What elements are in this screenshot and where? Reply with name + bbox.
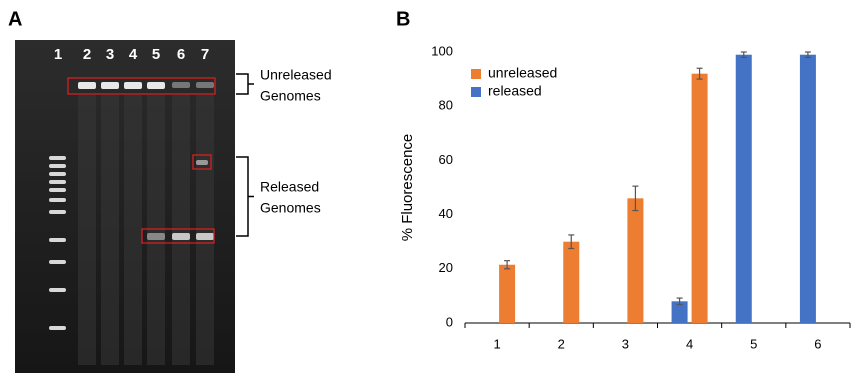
- band: [172, 233, 190, 240]
- y-tick-label: 20: [439, 260, 453, 275]
- legend-swatch: [471, 69, 481, 79]
- annotation: Genomes: [260, 200, 321, 216]
- bar: [736, 55, 752, 323]
- x-tick-label: 6: [814, 336, 821, 351]
- x-tick-label: 2: [558, 336, 565, 351]
- lane-smear: [147, 95, 165, 365]
- panel-label: A: [8, 8, 22, 30]
- lane-smear: [196, 95, 214, 365]
- y-tick-label: 60: [439, 152, 453, 167]
- bar: [800, 55, 816, 323]
- y-axis-title: % Fluorescence: [399, 134, 416, 242]
- band: [124, 82, 142, 89]
- lane-label: 1: [54, 46, 62, 63]
- ladder-band: [49, 238, 66, 242]
- band: [196, 160, 208, 165]
- x-tick-label: 5: [750, 336, 757, 351]
- bracket: [236, 157, 254, 236]
- ladder-band: [49, 156, 66, 160]
- ladder-band: [49, 164, 66, 168]
- legend-label: released: [488, 83, 542, 99]
- annotation: Released: [260, 179, 319, 195]
- band: [196, 233, 214, 240]
- band: [196, 82, 214, 88]
- y-tick-label: 100: [431, 43, 453, 58]
- annotation: Genomes: [260, 88, 321, 104]
- lane-label: 7: [201, 46, 209, 63]
- band: [78, 82, 96, 89]
- x-tick-label: 4: [686, 336, 693, 351]
- ladder-band: [49, 188, 66, 192]
- x-tick-label: 3: [622, 336, 629, 351]
- annotation: Unreleased: [260, 67, 332, 83]
- band: [101, 82, 119, 89]
- lane-label: 5: [152, 46, 160, 63]
- lane-label: 6: [177, 46, 185, 63]
- bar: [692, 74, 708, 323]
- bar: [627, 198, 643, 323]
- band: [147, 82, 165, 89]
- chart: % Fluorescence 0 20 40 60 80 100 1 2 3 4 5 6 unreleas…: [399, 43, 850, 351]
- lane-label: 4: [129, 46, 138, 63]
- lane-smear: [172, 95, 190, 365]
- y-tick-label: 40: [439, 206, 453, 221]
- lane-smear: [101, 95, 119, 365]
- y-tick-label: 80: [439, 98, 453, 113]
- bracket: [236, 74, 254, 94]
- figure: A B 1234567 % Fluorescence02040608010012…: [0, 0, 857, 373]
- band: [172, 82, 190, 88]
- ladder-band: [49, 288, 66, 292]
- band: [147, 233, 165, 240]
- lane-label: 3: [106, 46, 114, 63]
- panel-label: B: [396, 8, 410, 30]
- legend-swatch: [471, 87, 481, 97]
- x-tick-label: 1: [493, 336, 500, 351]
- legend-label: unreleased: [488, 65, 557, 81]
- ladder-band: [49, 180, 66, 184]
- ladder-band: [49, 326, 66, 330]
- lane-smear: [78, 95, 96, 365]
- ladder-band: [49, 172, 66, 176]
- ladder-band: [49, 198, 66, 202]
- y-tick-label: 0: [446, 314, 453, 329]
- lane-smear: [124, 95, 142, 365]
- lane-label: 2: [83, 46, 91, 63]
- ladder-band: [49, 260, 66, 264]
- ladder-band: [49, 210, 66, 214]
- bar: [563, 242, 579, 323]
- bar: [499, 265, 515, 323]
